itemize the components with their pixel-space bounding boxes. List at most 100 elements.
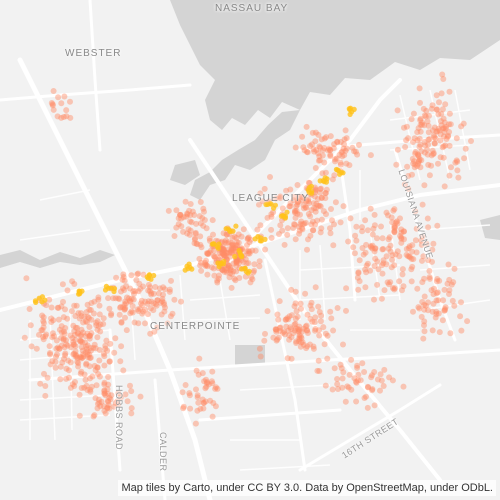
data-point <box>166 208 172 214</box>
data-point <box>312 222 318 228</box>
data-point <box>187 392 193 398</box>
data-point <box>70 342 76 348</box>
data-point <box>412 151 418 157</box>
data-point <box>305 236 311 242</box>
data-point <box>36 332 42 338</box>
data-point <box>323 383 329 389</box>
data-point <box>440 317 446 323</box>
data-point <box>275 312 281 318</box>
data-point <box>364 263 370 269</box>
data-point <box>386 374 392 380</box>
data-point <box>279 228 285 234</box>
data-point <box>255 234 260 239</box>
data-point <box>234 260 240 266</box>
data-point <box>55 94 61 100</box>
data-point <box>372 402 378 408</box>
data-point <box>374 235 380 241</box>
data-point <box>468 138 474 144</box>
data-point <box>395 147 401 153</box>
data-point <box>378 224 384 230</box>
data-point <box>101 363 107 369</box>
data-point <box>22 335 28 341</box>
data-point <box>293 145 299 151</box>
data-point <box>410 161 416 167</box>
data-point <box>340 376 346 382</box>
data-point <box>372 256 378 262</box>
data-point <box>68 359 74 365</box>
data-point <box>359 360 365 366</box>
data-point <box>400 266 406 272</box>
data-point <box>201 209 207 215</box>
data-point <box>97 329 103 335</box>
data-point <box>77 392 83 398</box>
data-point <box>441 143 447 149</box>
data-point <box>292 321 298 327</box>
data-point <box>51 107 57 113</box>
data-point <box>200 370 206 376</box>
data-point <box>105 295 111 301</box>
data-point <box>354 365 360 371</box>
data-point <box>334 156 340 162</box>
data-point <box>357 257 363 263</box>
data-point <box>299 134 305 140</box>
data-point <box>183 199 189 205</box>
data-point <box>118 289 124 295</box>
data-point <box>317 190 323 196</box>
data-point <box>380 235 386 241</box>
data-point <box>437 329 443 335</box>
data-point <box>198 268 204 274</box>
data-point <box>212 254 218 260</box>
data-point <box>248 237 254 243</box>
data-point <box>83 362 89 368</box>
data-point <box>87 387 93 393</box>
data-point <box>187 406 193 412</box>
data-point <box>390 252 396 258</box>
data-point <box>440 106 446 112</box>
data-point <box>58 100 64 106</box>
data-point <box>344 135 350 141</box>
data-point <box>59 360 65 366</box>
data-point <box>430 102 436 108</box>
data-point <box>95 294 101 300</box>
data-point <box>199 215 205 221</box>
data-point <box>262 186 268 192</box>
data-point <box>42 298 47 303</box>
data-point <box>112 335 118 341</box>
data-point <box>420 202 426 208</box>
data-point <box>147 284 153 290</box>
data-point <box>387 234 393 240</box>
data-point <box>396 278 402 284</box>
data-point <box>49 334 55 340</box>
data-point <box>378 371 384 377</box>
data-point <box>395 107 401 113</box>
data-point <box>345 239 351 245</box>
data-point <box>96 358 102 364</box>
data-point <box>100 321 106 327</box>
data-point <box>178 299 184 305</box>
data-point <box>115 295 121 301</box>
data-point <box>361 369 367 375</box>
data-point <box>434 223 440 229</box>
data-point <box>353 238 359 244</box>
data-point <box>438 154 444 160</box>
data-point <box>447 89 453 95</box>
data-point <box>198 199 204 205</box>
data-point <box>172 233 178 239</box>
data-point <box>47 343 53 349</box>
data-point <box>234 239 240 245</box>
data-point <box>315 196 321 202</box>
road-north-south-west <box>90 0 100 150</box>
data-point <box>257 346 263 352</box>
data-point <box>285 225 291 231</box>
data-point <box>450 279 456 285</box>
data-point <box>42 393 48 399</box>
data-point <box>262 331 268 337</box>
data-point <box>78 310 84 316</box>
data-point <box>71 303 77 309</box>
data-point <box>436 99 442 105</box>
data-point <box>256 263 262 269</box>
data-point <box>77 289 82 294</box>
data-point <box>447 330 453 336</box>
data-point <box>97 311 103 317</box>
